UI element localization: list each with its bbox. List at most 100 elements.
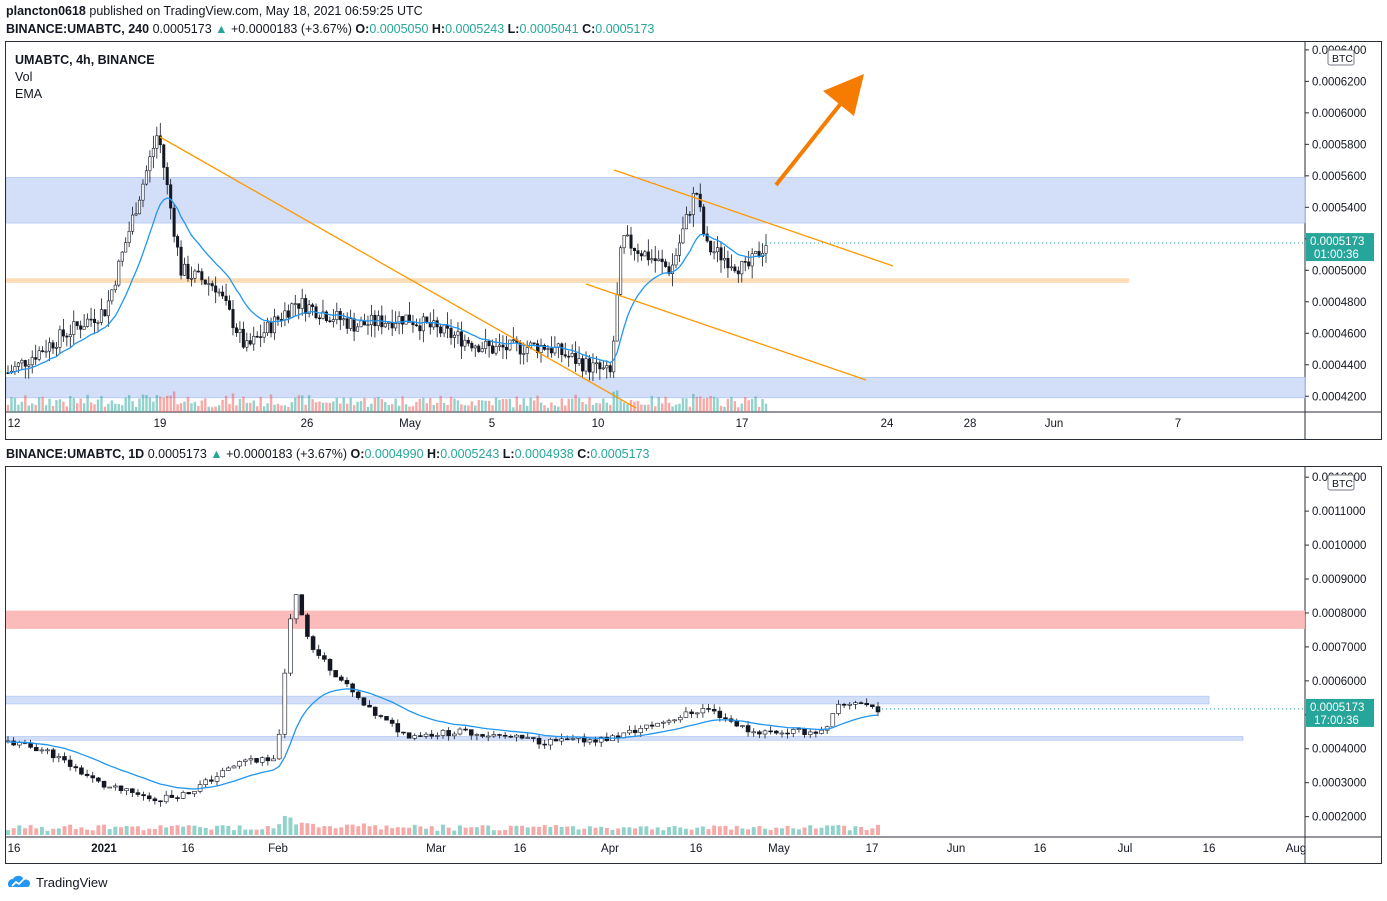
bottom-chart-svg[interactable]: 0.00020000.00030000.00040000.00050000.00… [6,467,1381,863]
legend-vol[interactable]: Vol [15,70,33,84]
candle-body [101,780,107,788]
volume-bar [779,828,784,835]
volume-bar [197,405,200,412]
candle-body [378,715,384,717]
x-tick-label: 16 [690,843,703,855]
volume-bar [683,828,688,835]
candle-body [372,706,378,716]
volume-bar [190,403,193,412]
tradingview-footer[interactable]: TradingView [6,874,108,890]
candle-body [286,310,290,318]
top-chart-panel[interactable]: 0.0004200 0.0004400 0.0004600 0.0004800 0.00… [5,41,1382,440]
candle-body [671,264,675,275]
candle-body [68,334,72,338]
y-tick-label: 0.0007000 [1312,642,1366,654]
volume-bar [56,828,61,835]
volume-bar [328,826,332,835]
candle-body [435,735,440,737]
candle-body [217,291,221,294]
candle-body [605,365,609,369]
x-tick-label: 10 [592,418,605,430]
volume-bar [254,829,259,835]
candle-body [366,324,370,327]
volume-bar [764,403,768,412]
volume-bar [349,397,352,412]
candle-body [711,708,717,712]
candle-body [33,747,39,752]
volume-bar [729,829,734,835]
x-tick-label: Jul [1118,843,1133,855]
volume-bar [345,403,349,412]
volume-bar [692,393,695,412]
candle-body [743,261,747,263]
bottom-chart-panel[interactable]: 0.00020000.00030000.00040000.00050000.00… [5,466,1382,864]
volume-bar [491,405,494,412]
legend-title[interactable]: UMABTC, 4h, BINANCE [15,53,155,67]
volume-bar [505,399,508,412]
candle-body [504,346,508,351]
candle-body [84,773,90,776]
bar-countdown: 01:00:36 [1314,249,1359,261]
candle-body [237,761,242,767]
candle-body [830,713,836,728]
volume-bar [262,406,266,412]
volume-bar [726,398,730,412]
last-price-tag [1306,233,1374,262]
candle-body [254,758,259,763]
volume-bar [740,828,745,835]
volume-bar [463,405,467,412]
candle-body [276,733,282,760]
candle-body [531,737,536,739]
candle-body [421,316,425,332]
candle-body [638,728,644,733]
candle-body [657,258,661,262]
volume-bar [198,827,203,835]
volume-bar [655,827,660,835]
candle-body [45,749,50,752]
volume-bar [439,395,442,412]
volume-bar [819,827,824,835]
volume-bar [217,405,221,412]
candle-body [497,734,502,736]
volume-bar [27,405,30,412]
volume-bar [449,396,453,412]
top-last-price: 0.0005173 [152,22,212,36]
candle-body [310,636,316,650]
candle-body [664,261,668,267]
volume-bar [13,397,17,412]
volume-bar [415,401,418,412]
volume-bar [666,827,671,835]
candle-body [401,731,406,734]
volume-bar [808,825,813,835]
author-name[interactable]: plancton0618 [6,4,86,18]
candle-body [120,251,124,262]
volume-bar [121,405,124,412]
volume-bar [339,403,342,412]
volume-bar [497,830,502,835]
candle-body [196,270,200,273]
x-tick-label: 19 [154,418,167,430]
candle-body [134,213,138,216]
candle-body [321,311,325,319]
volume-bar [164,827,169,835]
candle-body [389,719,395,724]
volume-bar [508,825,513,835]
volume-bar [553,405,557,412]
up-triangle-icon: ▲ [215,22,228,36]
volume-bar [200,400,204,412]
volume-bar [678,403,681,412]
candle-body [553,739,559,742]
y-tick-label: 0.0006000 [1312,108,1366,120]
candle-body [632,247,636,251]
candle-body [764,245,768,254]
volume-bar [446,404,449,412]
candle-body [86,318,90,327]
volume-bar [761,399,764,412]
volume-bar [359,401,363,412]
volume-bar [757,406,761,412]
candle-body [655,722,660,727]
volume-bar [712,825,717,835]
legend-ema[interactable]: EMA [15,87,43,101]
x-tick-label: May [768,843,790,855]
top-chart-svg[interactable]: 0.0004200 0.0004400 0.0004600 0.0004800 0.00… [6,42,1381,439]
